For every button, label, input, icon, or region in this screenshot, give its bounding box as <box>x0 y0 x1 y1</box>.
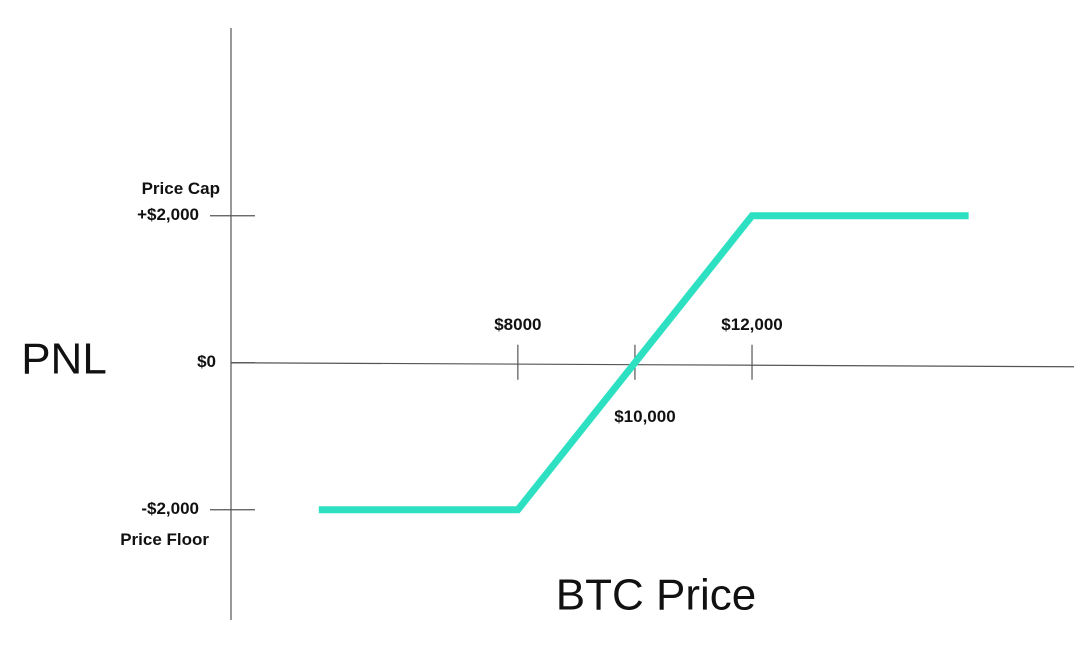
payoff-line <box>318 212 969 514</box>
y-annotation: Price Floor <box>120 530 209 549</box>
y-axis-title: PNL <box>21 335 107 384</box>
y-tick-label: +$2,000 <box>137 205 199 224</box>
y-annotation: Price Cap <box>142 179 220 198</box>
x-tick-label: $8000 <box>494 315 541 334</box>
x-tick-label: $10,000 <box>614 407 675 426</box>
x-axis-title: BTC Price <box>556 571 756 620</box>
y-tick-label: $0 <box>197 352 216 371</box>
x-tick-label: $12,000 <box>721 315 782 334</box>
x-axis <box>230 362 1075 368</box>
y-tick-label: -$2,000 <box>141 499 199 518</box>
